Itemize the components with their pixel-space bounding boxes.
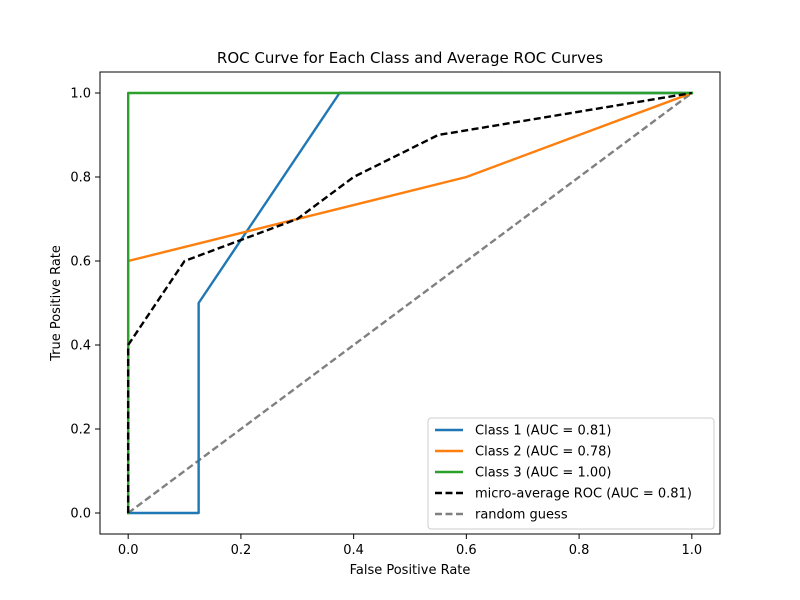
y-tick-label: 0.8 bbox=[70, 171, 91, 186]
y-tick-label: 1.0 bbox=[70, 87, 91, 102]
legend: Class 1 (AUC = 0.81) Class 2 (AUC = 0.78)… bbox=[427, 417, 715, 530]
y-axis-ticks: 0.0 0.2 0.4 0.6 0.8 1.0 bbox=[70, 87, 100, 522]
y-tick-label: 0.6 bbox=[70, 255, 91, 270]
legend-box bbox=[427, 417, 715, 530]
x-axis-label: False Positive Rate bbox=[350, 563, 471, 578]
x-axis-ticks: 0.0 0.2 0.4 0.6 0.8 1.0 bbox=[118, 534, 702, 558]
legend-entry: micro-average ROC (AUC = 0.81) bbox=[475, 487, 692, 502]
y-axis-label: True Positive Rate bbox=[49, 245, 64, 362]
series-line-5 bbox=[127, 92, 693, 514]
x-tick-label: 0.6 bbox=[456, 543, 477, 558]
x-tick-label: 0.4 bbox=[343, 543, 364, 558]
series-line-4 bbox=[126, 91, 693, 513]
chart-title: ROC Curve for Each Class and Average ROC… bbox=[217, 49, 603, 67]
plot-frame bbox=[99, 71, 721, 535]
x-tick-label: 0.2 bbox=[231, 543, 252, 558]
x-tick-label: 0.8 bbox=[569, 543, 590, 558]
legend-entry: Class 1 (AUC = 0.81) bbox=[475, 424, 611, 439]
series-layer bbox=[126, 91, 694, 515]
y-tick-label: 0.4 bbox=[70, 339, 91, 354]
x-tick-label: 1.0 bbox=[681, 543, 702, 558]
y-tick-label: 0.0 bbox=[70, 507, 91, 522]
legend-entry: Class 2 (AUC = 0.78) bbox=[475, 445, 611, 460]
x-tick-label: 0.0 bbox=[118, 543, 139, 558]
legend-entry: Class 3 (AUC = 1.00) bbox=[475, 466, 611, 481]
y-tick-label: 0.2 bbox=[70, 423, 91, 438]
legend-entry: random guess bbox=[475, 508, 568, 523]
